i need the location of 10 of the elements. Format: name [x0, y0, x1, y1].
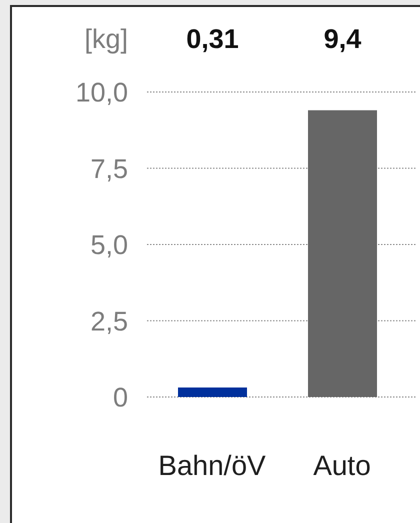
x-tick-label: Auto	[313, 450, 371, 481]
data-label: 9,4	[324, 24, 362, 54]
y-tick-label: 7,5	[90, 154, 128, 184]
y-tick-label: 2,5	[90, 306, 128, 336]
x-tick-label: Bahn/öV	[158, 450, 266, 481]
y-axis-title: [kg]	[84, 24, 128, 54]
data-label: 0,31	[186, 24, 239, 54]
y-tick-label: 10,0	[75, 78, 128, 108]
y-tick-label: 5,0	[90, 230, 128, 260]
y-tick-label: 0	[112, 382, 128, 413]
